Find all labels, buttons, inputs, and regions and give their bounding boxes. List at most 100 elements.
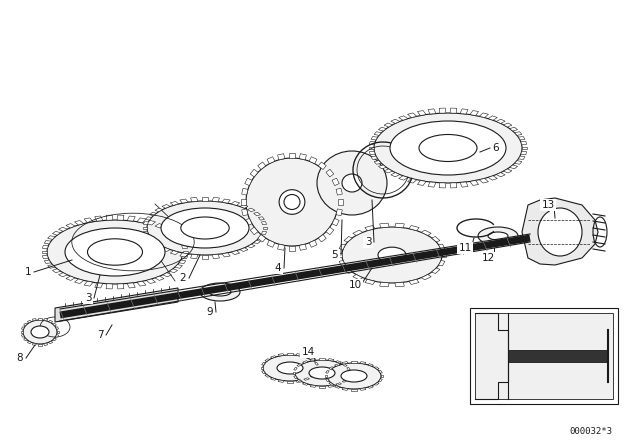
Ellipse shape	[478, 227, 518, 245]
Ellipse shape	[23, 320, 57, 344]
Polygon shape	[262, 371, 265, 374]
Polygon shape	[460, 109, 468, 114]
Bar	[475, 313, 613, 399]
Polygon shape	[222, 253, 230, 257]
Polygon shape	[369, 142, 375, 145]
Polygon shape	[202, 197, 208, 201]
Polygon shape	[339, 261, 346, 266]
Polygon shape	[336, 188, 342, 195]
Polygon shape	[28, 341, 31, 344]
Ellipse shape	[295, 360, 349, 386]
Polygon shape	[380, 223, 389, 228]
Text: 2: 2	[180, 273, 186, 283]
Ellipse shape	[378, 247, 406, 263]
Polygon shape	[289, 246, 295, 251]
Polygon shape	[297, 379, 301, 382]
Polygon shape	[55, 288, 178, 322]
Polygon shape	[344, 268, 353, 273]
Text: 13: 13	[541, 200, 555, 210]
Polygon shape	[66, 276, 75, 280]
Polygon shape	[287, 353, 292, 355]
Polygon shape	[374, 367, 379, 370]
Polygon shape	[349, 372, 351, 374]
Text: 11: 11	[458, 243, 472, 253]
Polygon shape	[342, 364, 347, 366]
Polygon shape	[294, 376, 297, 379]
Polygon shape	[58, 227, 67, 231]
Polygon shape	[289, 153, 295, 158]
Polygon shape	[258, 234, 266, 242]
Polygon shape	[287, 381, 292, 383]
Polygon shape	[127, 216, 135, 221]
Polygon shape	[143, 227, 147, 229]
Polygon shape	[325, 375, 327, 377]
Polygon shape	[365, 225, 375, 231]
Polygon shape	[294, 367, 297, 370]
Polygon shape	[504, 169, 512, 173]
Polygon shape	[244, 218, 252, 226]
Polygon shape	[328, 359, 334, 361]
Polygon shape	[470, 181, 479, 185]
Polygon shape	[170, 202, 179, 205]
Polygon shape	[399, 116, 408, 120]
Polygon shape	[380, 282, 389, 287]
Text: 3: 3	[84, 293, 92, 303]
Polygon shape	[175, 236, 182, 239]
Text: 000032*3: 000032*3	[569, 427, 612, 436]
Polygon shape	[250, 227, 258, 235]
Polygon shape	[297, 364, 301, 366]
Polygon shape	[326, 370, 329, 373]
Polygon shape	[250, 169, 258, 177]
Polygon shape	[379, 370, 382, 373]
Polygon shape	[42, 246, 48, 249]
Polygon shape	[329, 383, 333, 385]
Ellipse shape	[374, 113, 522, 183]
Polygon shape	[155, 224, 164, 228]
Polygon shape	[271, 378, 276, 380]
Polygon shape	[170, 231, 178, 235]
Polygon shape	[42, 250, 47, 254]
Polygon shape	[56, 335, 58, 337]
Ellipse shape	[327, 363, 381, 389]
Polygon shape	[143, 231, 148, 234]
Polygon shape	[310, 385, 316, 388]
Polygon shape	[336, 361, 342, 363]
Polygon shape	[518, 156, 525, 159]
Text: 4: 4	[275, 263, 282, 273]
Polygon shape	[278, 154, 285, 160]
Polygon shape	[332, 218, 339, 226]
Polygon shape	[293, 372, 295, 374]
Polygon shape	[347, 367, 350, 370]
Polygon shape	[417, 181, 426, 185]
Ellipse shape	[342, 227, 442, 283]
Polygon shape	[310, 359, 316, 361]
Polygon shape	[24, 338, 28, 341]
Polygon shape	[265, 375, 269, 377]
Polygon shape	[180, 199, 188, 203]
Ellipse shape	[488, 232, 508, 240]
Polygon shape	[395, 223, 404, 228]
Polygon shape	[258, 162, 266, 169]
Polygon shape	[296, 380, 302, 382]
Polygon shape	[417, 111, 426, 116]
Polygon shape	[162, 248, 170, 251]
Polygon shape	[335, 386, 340, 388]
Text: 7: 7	[97, 330, 103, 340]
Polygon shape	[365, 280, 375, 284]
Polygon shape	[384, 123, 392, 127]
Polygon shape	[347, 376, 350, 379]
Polygon shape	[522, 198, 598, 265]
Polygon shape	[399, 176, 408, 180]
Polygon shape	[374, 132, 381, 135]
Polygon shape	[488, 116, 497, 120]
Text: 12: 12	[481, 253, 495, 263]
Polygon shape	[84, 218, 93, 223]
Polygon shape	[182, 246, 188, 249]
Polygon shape	[155, 276, 164, 280]
Polygon shape	[353, 275, 363, 280]
Polygon shape	[261, 367, 263, 369]
Polygon shape	[28, 320, 31, 323]
Polygon shape	[163, 273, 172, 277]
Bar	[508, 350, 608, 362]
Ellipse shape	[263, 355, 317, 381]
